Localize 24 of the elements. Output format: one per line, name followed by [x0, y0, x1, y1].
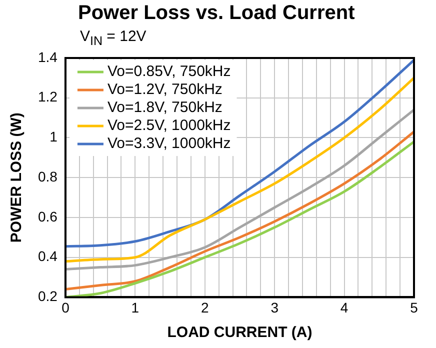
x-axis-title: LOAD CURRENT (A) — [167, 324, 312, 342]
y-tick-label: 1 — [50, 128, 58, 145]
y-tick-label: 1.4 — [38, 48, 58, 65]
legend-label: Vo=2.5V, 1000kHz — [107, 117, 231, 134]
y-tick-label: 0.4 — [38, 248, 58, 264]
y-tick-label: 0.6 — [38, 208, 58, 224]
y-tick-label: 1.2 — [38, 88, 58, 105]
x-tick-label: 0 — [62, 299, 70, 316]
x-tick-label: 3 — [270, 299, 279, 316]
y-axis-title: POWER LOSS (W) — [8, 112, 26, 243]
legend-label: Vo=0.85V, 750kHz — [107, 63, 231, 80]
x-tick-label: 4 — [340, 299, 348, 316]
x-tick-label: 5 — [410, 299, 418, 316]
line-series — [65, 58, 414, 248]
legend-label: Vo=3.3V, 1000kHz — [107, 135, 231, 152]
x-tick-label: 2 — [200, 299, 209, 316]
chart-title: Power Loss vs. Load Current — [78, 2, 355, 25]
chart-subtitle: V$_{IN}$ = 12V — [80, 28, 146, 48]
y-tick-label: 0.8 — [38, 168, 58, 184]
x-tick-label: 1 — [131, 299, 140, 316]
legend-label: Vo=1.2V, 750kHz — [107, 81, 222, 98]
legend-label: Vo=1.8V, 750kHz — [107, 99, 222, 116]
y-tick-label: 0.2 — [38, 288, 58, 304]
line-series — [65, 76, 414, 263]
